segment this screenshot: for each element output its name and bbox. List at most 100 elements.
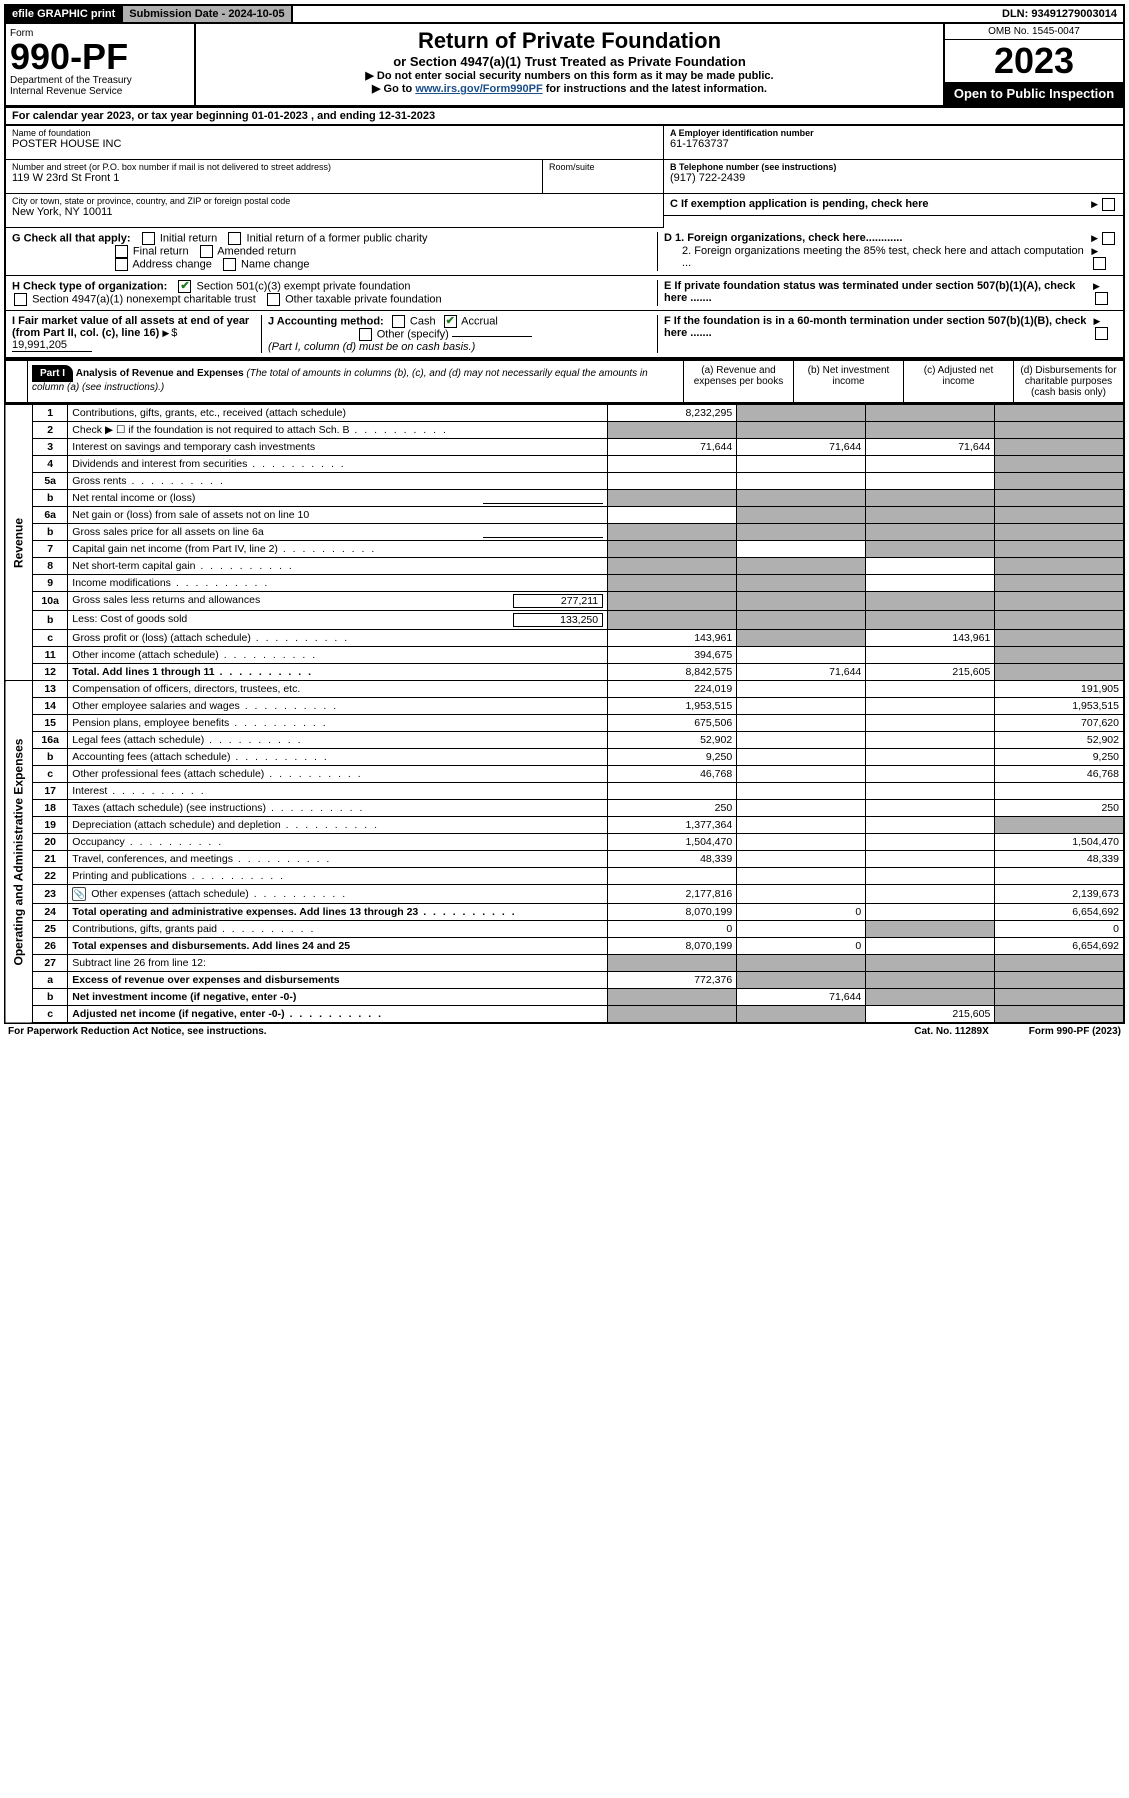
- e-section: E If private foundation status was termi…: [657, 280, 1117, 306]
- cell-col-d: [995, 473, 1124, 490]
- table-row: 5aGross rents: [5, 473, 1124, 490]
- cell-col-a: 2,177,816: [608, 885, 737, 904]
- cell-col-c: [866, 766, 995, 783]
- line-desc: Total expenses and disbursements. Add li…: [68, 938, 608, 955]
- cell-col-d: [995, 558, 1124, 575]
- part1-badge: Part I: [32, 365, 73, 382]
- line-desc: Depreciation (attach schedule) and deple…: [68, 817, 608, 834]
- f-section: F If the foundation is in a 60-month ter…: [657, 315, 1117, 353]
- cell-col-c: 215,605: [866, 664, 995, 681]
- form-subtitle: or Section 4947(a)(1) Trust Treated as P…: [200, 54, 939, 69]
- cell-col-a: [608, 611, 737, 630]
- dept-treasury: Department of the Treasury: [10, 75, 190, 86]
- h-4947-checkbox[interactable]: [14, 293, 27, 306]
- cell-col-d: [995, 490, 1124, 507]
- cell-col-c: 215,605: [866, 1006, 995, 1024]
- cell-col-a: [608, 1006, 737, 1024]
- f-checkbox[interactable]: [1095, 327, 1108, 340]
- line-desc: Excess of revenue over expenses and disb…: [68, 972, 608, 989]
- h-other-checkbox[interactable]: [267, 293, 280, 306]
- paperwork-notice: For Paperwork Reduction Act Notice, see …: [8, 1026, 267, 1037]
- table-row: bAccounting fees (attach schedule)9,2509…: [5, 749, 1124, 766]
- form990pf-link[interactable]: www.irs.gov/Form990PF: [415, 83, 542, 95]
- line-number: 22: [33, 868, 68, 885]
- cell-col-b: [737, 575, 866, 592]
- line-desc: Travel, conferences, and meetings: [68, 851, 608, 868]
- line-desc: Printing and publications: [68, 868, 608, 885]
- part1-table: Revenue1Contributions, gifts, grants, et…: [4, 404, 1125, 1024]
- g-initial-checkbox[interactable]: [142, 232, 155, 245]
- cell-col-c: [866, 456, 995, 473]
- table-row: 25Contributions, gifts, grants paid00: [5, 921, 1124, 938]
- line-desc: Income modifications: [68, 575, 608, 592]
- table-row: 6aNet gain or (loss) from sale of assets…: [5, 507, 1124, 524]
- table-row: Revenue1Contributions, gifts, grants, et…: [5, 405, 1124, 422]
- cell-col-c: [866, 834, 995, 851]
- line-desc: Total operating and administrative expen…: [68, 904, 608, 921]
- line-number: 20: [33, 834, 68, 851]
- cell-col-c: [866, 851, 995, 868]
- line-number: 18: [33, 800, 68, 817]
- cell-col-b: [737, 611, 866, 630]
- d2-checkbox[interactable]: [1093, 257, 1106, 270]
- h-section: H Check type of organization: Section 50…: [12, 280, 657, 306]
- g-initial-former-checkbox[interactable]: [228, 232, 241, 245]
- info-block: Name of foundation POSTER HOUSE INC Numb…: [4, 126, 1125, 228]
- cell-col-d: 52,902: [995, 732, 1124, 749]
- cell-col-a: 46,768: [608, 766, 737, 783]
- cell-col-a: 48,339: [608, 851, 737, 868]
- line-desc: Pension plans, employee benefits: [68, 715, 608, 732]
- cell-col-d: [995, 524, 1124, 541]
- line-number: b: [33, 524, 68, 541]
- line-desc: Subtract line 26 from line 12:: [68, 955, 608, 972]
- c-checkbox[interactable]: [1102, 198, 1115, 211]
- cell-col-b: 0: [737, 904, 866, 921]
- h-501c3-checkbox[interactable]: [178, 280, 191, 293]
- cell-col-b: [737, 422, 866, 439]
- cell-col-b: [737, 473, 866, 490]
- table-row: 10aGross sales less returns and allowanc…: [5, 592, 1124, 611]
- j-cash-checkbox[interactable]: [392, 315, 405, 328]
- cell-col-d: [995, 630, 1124, 647]
- g-address-checkbox[interactable]: [115, 258, 128, 271]
- line-desc: Gross profit or (loss) (attach schedule): [68, 630, 608, 647]
- line-number: 27: [33, 955, 68, 972]
- irs-label: Internal Revenue Service: [10, 86, 190, 97]
- line-desc: Taxes (attach schedule) (see instruction…: [68, 800, 608, 817]
- g-amended-checkbox[interactable]: [200, 245, 213, 258]
- table-row: 19Depreciation (attach schedule) and dep…: [5, 817, 1124, 834]
- cell-col-b: [737, 558, 866, 575]
- cell-col-d: [995, 817, 1124, 834]
- cell-col-c: [866, 989, 995, 1006]
- cell-col-c: [866, 732, 995, 749]
- attachment-icon[interactable]: 📎: [72, 887, 86, 901]
- line-number: c: [33, 1006, 68, 1024]
- cell-col-b: [737, 1006, 866, 1024]
- line-number: 6a: [33, 507, 68, 524]
- cell-col-a: [608, 558, 737, 575]
- cell-col-a: 9,250: [608, 749, 737, 766]
- table-row: cAdjusted net income (if negative, enter…: [5, 1006, 1124, 1024]
- cell-col-a: 0: [608, 921, 737, 938]
- g-name-checkbox[interactable]: [223, 258, 236, 271]
- table-row: 16aLegal fees (attach schedule)52,90252,…: [5, 732, 1124, 749]
- line-number: b: [33, 989, 68, 1006]
- cell-col-b: 0: [737, 938, 866, 955]
- j-accrual-checkbox[interactable]: [444, 315, 457, 328]
- cell-col-c: [866, 921, 995, 938]
- cell-col-a: 250: [608, 800, 737, 817]
- e-checkbox[interactable]: [1095, 292, 1108, 305]
- cell-col-d: [995, 541, 1124, 558]
- g-final-checkbox[interactable]: [115, 245, 128, 258]
- cell-col-c: [866, 611, 995, 630]
- cell-col-a: 1,377,364: [608, 817, 737, 834]
- cell-col-a: 394,675: [608, 647, 737, 664]
- cell-col-c: [866, 647, 995, 664]
- line-number: 24: [33, 904, 68, 921]
- cell-col-b: [737, 766, 866, 783]
- cell-col-c: [866, 524, 995, 541]
- cell-col-c: [866, 541, 995, 558]
- cell-col-d: [995, 439, 1124, 456]
- d1-checkbox[interactable]: [1102, 232, 1115, 245]
- j-other-checkbox[interactable]: [359, 328, 372, 341]
